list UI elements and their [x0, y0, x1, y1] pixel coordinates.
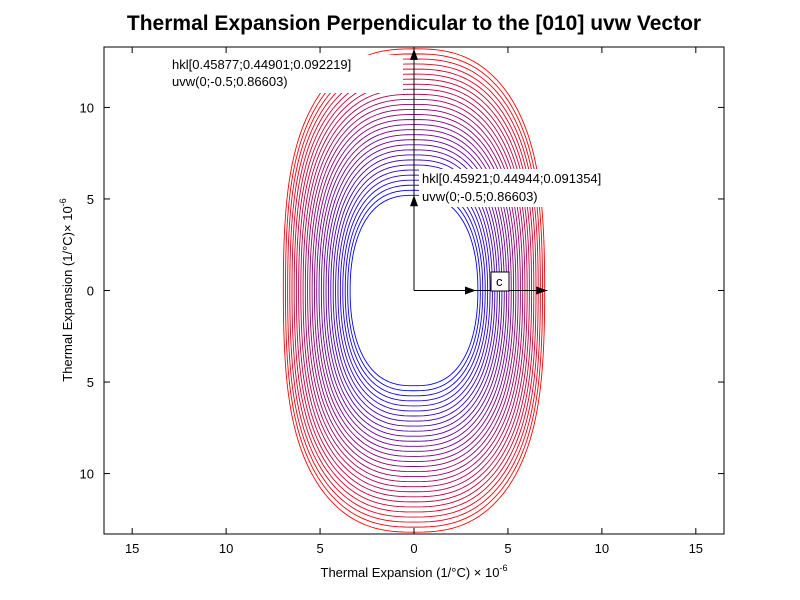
- c-label-box: [490, 271, 510, 292]
- contour-line: [316, 124, 512, 457]
- x-tick-label: 5: [316, 541, 323, 556]
- outer-annotation-box: [168, 55, 403, 93]
- contour-line: [293, 73, 535, 508]
- y-tick-label: 5: [87, 192, 94, 207]
- x-tick-label: 15: [689, 541, 703, 556]
- y-tick-label: 10: [80, 467, 94, 482]
- contour-line: [327, 149, 501, 432]
- x-axis-label: Thermal Expansion (1/°C) × 10-6: [321, 563, 508, 580]
- x-tick-label: 15: [125, 541, 139, 556]
- inner-uvw-annotation: uvw(0;-0.5;0.86603): [422, 189, 538, 204]
- vector-arrows: [410, 48, 548, 295]
- contour-line: [298, 83, 530, 498]
- contour-line: [289, 63, 539, 518]
- contour-line: [285, 53, 543, 528]
- contour-line: [309, 108, 519, 473]
- x-tick-label: 10: [219, 541, 233, 556]
- x-axis-label-exponent: -6: [499, 563, 507, 573]
- chart-title: Thermal Expansion Perpendicular to the […: [127, 12, 701, 35]
- x-tick-label: 0: [410, 541, 417, 556]
- vector-arrowhead-up-outer: [410, 48, 418, 60]
- y-tick-label: 0: [87, 284, 94, 299]
- contour-line: [300, 88, 528, 493]
- contour-line: [282, 48, 546, 533]
- contour-line: [302, 93, 526, 488]
- contour-line: [311, 114, 517, 467]
- contour-line: [313, 119, 515, 462]
- contour-line: [304, 98, 524, 483]
- y-axis-label-text: Thermal Expansion (1/°C)× 10: [60, 206, 75, 381]
- inner-annotation-box: [419, 169, 652, 207]
- y-tick-label: 5: [87, 375, 94, 390]
- vector-arrowhead-c-outer: [536, 286, 548, 295]
- contour-line: [325, 144, 503, 437]
- c-label: c: [496, 274, 503, 289]
- inner-hkl-annotation: hkl[0.45921;0.44944;0.091354]: [422, 171, 601, 186]
- y-axis-label-exponent: -6: [58, 198, 68, 206]
- contour-line: [320, 134, 508, 447]
- outer-uvw-annotation: uvw(0;-0.5;0.86603): [172, 74, 288, 89]
- contour-line: [307, 103, 521, 478]
- y-tick-label: 10: [80, 100, 94, 115]
- vector-arrowhead-up-inner: [410, 195, 418, 207]
- x-tick-label: 10: [595, 541, 609, 556]
- outer-hkl-annotation: hkl[0.45877;0.44901;0.092219]: [172, 57, 351, 72]
- contour-line: [318, 129, 510, 452]
- contour-line: [287, 58, 541, 523]
- x-tick-label: 5: [504, 541, 511, 556]
- x-axis-label-text: Thermal Expansion (1/°C) × 10: [321, 565, 500, 580]
- y-axis-label: Thermal Expansion (1/°C)× 10-6: [58, 198, 75, 381]
- contour-line: [291, 68, 537, 513]
- vector-arrowhead-c: [465, 286, 476, 295]
- contour-line: [295, 78, 533, 503]
- axis-ticks: 15 10 5 0 5 10 15 10 5 0 5 10: [80, 47, 724, 556]
- contour-line: [323, 139, 505, 442]
